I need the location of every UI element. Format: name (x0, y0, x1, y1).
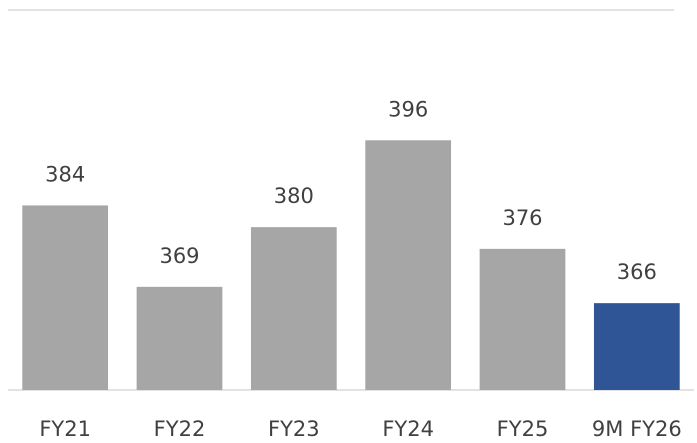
x-tick-label: 9M FY26 (592, 417, 682, 441)
x-tick-label: FY23 (268, 417, 320, 441)
bar (365, 140, 452, 390)
value-label: 380 (274, 184, 314, 208)
x-tick-label: FY22 (154, 417, 206, 441)
bar (136, 286, 223, 390)
value-label: 369 (159, 244, 199, 268)
bar (250, 227, 337, 390)
value-label: 396 (388, 97, 428, 121)
bar (479, 248, 566, 390)
bar (593, 303, 680, 390)
x-tick-label: FY25 (497, 417, 549, 441)
value-label: 376 (502, 206, 542, 230)
x-tick-label: FY21 (39, 417, 91, 441)
x-tick-label: FY24 (382, 417, 434, 441)
bar (22, 205, 109, 390)
value-label: 384 (45, 162, 85, 186)
value-label: 366 (617, 260, 657, 284)
